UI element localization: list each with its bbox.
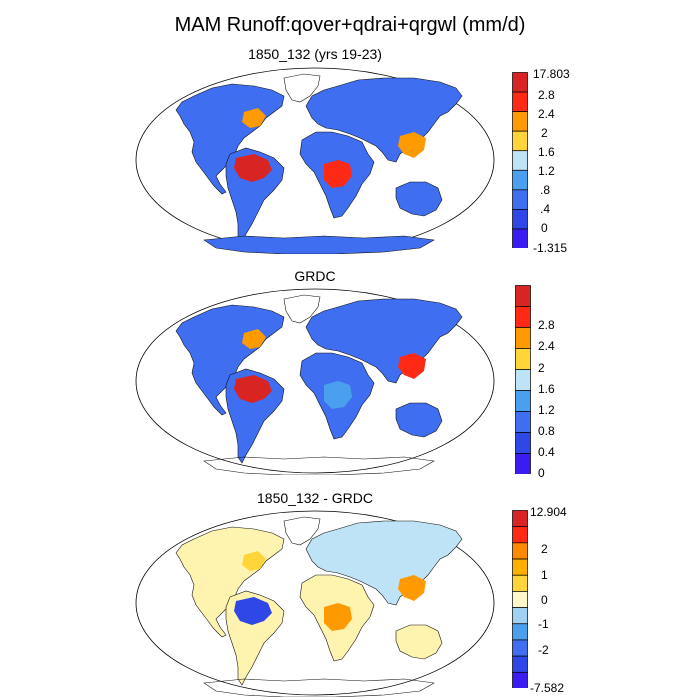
cb-label: 2.4 [538,339,555,353]
cb-label: 2.8 [538,88,555,102]
colorbar-diff [512,510,528,688]
colorbar-swatch [512,574,528,592]
colorbar-swatch [512,111,528,132]
cb-label: 0 [541,593,548,607]
amazon-anomaly [234,154,272,182]
cb-label: 0.8 [538,424,555,438]
se-asia-anomaly [398,575,426,601]
east-us-anomaly [242,108,266,128]
colorbar-swatch [515,432,531,454]
map-model [135,67,495,254]
colorbar-swatch [512,623,528,641]
panel-title-obs: GRDC [294,268,336,284]
cb-label: 17.803 [533,67,570,81]
cb-label: 1 [541,568,548,582]
map-obs [135,288,495,475]
cb-label: 0 [541,221,548,235]
colorbar-swatch [512,150,528,171]
colorbar-swatch [515,306,531,328]
se-asia-anomaly [398,353,426,379]
greenland-outline [283,73,321,103]
se-asia-anomaly [398,132,426,158]
colorbar-swatch [512,72,528,93]
greenland-outline [283,516,321,546]
colorbar-swatch [515,453,531,474]
colorbar-swatch [512,130,528,152]
colorbar-swatch [512,189,528,210]
colorbar-swatch [512,510,528,528]
australia-region [395,624,443,660]
colorbar-swatch [515,348,531,370]
cb-label: 1.2 [538,403,555,417]
colorbar-swatch [515,411,531,433]
cb-label: 2 [541,542,548,556]
cb-label: -1.315 [533,241,568,255]
congo-anomaly [324,160,352,188]
cb-label: 2 [541,126,548,140]
colorbar-swatch [512,639,528,657]
colorbar-swatch [515,285,531,307]
east-us-anomaly [242,551,266,571]
colorbar-swatch [515,390,531,412]
colorbar-swatch [512,671,528,688]
cb-label: .8 [540,183,551,197]
cb-label: -7.582 [530,681,565,695]
cb-label: 2 [538,361,545,375]
colorbar-swatch [512,558,528,576]
colorbar-swatch [512,526,528,544]
cb-label: 0.4 [538,445,555,459]
colorbar-swatch [515,369,531,391]
panel-title-model: 1850_132 (yrs 19-23) [248,46,382,62]
panel-title-diff: 1850_132 - GRDC [257,490,373,506]
amazon-anomaly [234,597,272,625]
colorbar-swatch [512,655,528,673]
colorbar-swatch [512,169,528,191]
colorbar-swatch [512,607,528,625]
cb-label: 0 [538,466,545,480]
cb-label: 2.8 [538,318,555,332]
east-us-anomaly [242,329,266,349]
cb-label: 12.904 [530,505,567,519]
colorbar-swatch [512,542,528,560]
antarctica-region [203,235,435,254]
colorbar-obs [515,285,531,474]
antarctica-outline [203,678,435,697]
antarctica-outline [203,456,435,475]
cb-label: 1.6 [538,145,555,159]
cb-label: 2.4 [538,107,555,121]
colorbar-model [512,72,528,248]
figure-title: MAM Runoff:qover+qdrai+qrgwl (mm/d) [174,14,526,36]
colorbar-swatch [512,591,528,608]
australia-region [395,181,443,217]
congo-anomaly [324,381,352,409]
australia-region [395,402,443,438]
greenland-outline [283,294,321,324]
colorbar-swatch [512,228,528,248]
cb-label: 1.6 [538,382,555,396]
colorbar-swatch [512,209,528,230]
cb-label: .4 [540,202,551,216]
colorbar-swatch [515,327,531,349]
cb-label: -1 [538,617,549,631]
cb-label: 1.2 [538,164,555,178]
map-diff [135,510,495,697]
cb-label: -2 [538,643,549,657]
congo-anomaly [324,603,352,631]
colorbar-swatch [512,91,528,112]
amazon-anomaly [234,375,272,403]
